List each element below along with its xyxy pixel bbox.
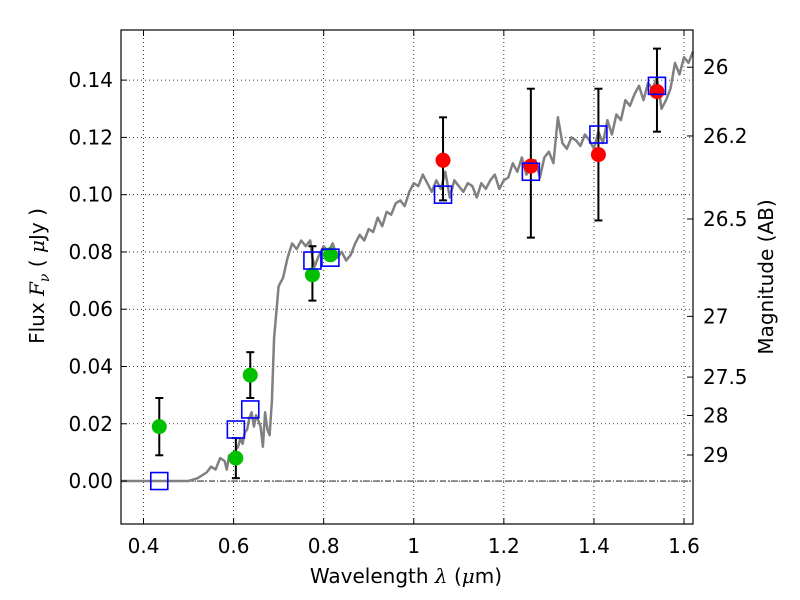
red-data-point	[649, 84, 665, 100]
right-tick-label: 27.5	[703, 365, 748, 389]
plot-background	[121, 30, 693, 524]
red-data-point	[590, 147, 606, 163]
y-tick-label: 0.08	[68, 240, 113, 264]
y-tick-label: 0.00	[68, 469, 113, 493]
model-square-marker	[321, 248, 340, 267]
model-square-marker	[240, 400, 260, 419]
right-tick-label: 26.2	[703, 124, 748, 148]
right-tick-label: 26.5	[703, 207, 748, 231]
y-tick-label: 0.04	[68, 354, 113, 378]
model-square-marker	[149, 471, 169, 491]
y-tick-label: 0.06	[68, 297, 113, 321]
right-tick-label: 29	[703, 443, 728, 467]
y-tick-label: 0.02	[68, 412, 113, 436]
model-square-marker	[521, 162, 541, 182]
x-tick-label: 1.4	[578, 534, 610, 558]
right-axis-label: Magnitude (AB)	[754, 199, 778, 354]
axis-ticks: 0.4 0.6 0.8 1 1.2 1.4 1.6 0.00 0.02 0.04 0.06 0.08 0…	[68, 30, 748, 558]
red-data-point	[435, 152, 451, 168]
y-tick-label: 0.14	[68, 68, 113, 92]
model-square-marker	[303, 251, 322, 270]
plot-frame	[120, 29, 694, 525]
model-squares	[149, 76, 667, 491]
x-tick-label: 0.6	[218, 534, 250, 558]
y-axis-label: Flux Fν ( μJy )	[25, 208, 53, 344]
model-square-marker	[433, 185, 453, 204]
x-tick-label: 1.2	[488, 534, 520, 558]
right-tick-label: 26	[703, 55, 728, 79]
model-square-marker	[589, 125, 608, 144]
photometry-points	[151, 84, 665, 466]
model-spectrum-line	[121, 51, 695, 483]
x-tick-label: 1.6	[668, 534, 700, 558]
x-tick-label: 0.4	[128, 534, 160, 558]
y-tick-label: 0.10	[68, 183, 113, 207]
x-tick-label: 1	[407, 534, 420, 558]
x-axis-label: Wavelength λ (μm)	[310, 564, 502, 588]
green-data-point	[304, 267, 320, 283]
green-data-point	[151, 419, 167, 435]
right-tick-label: 27	[703, 304, 728, 328]
green-data-point	[228, 450, 244, 466]
y-tick-label: 0.12	[68, 125, 113, 149]
model-square-marker	[226, 420, 246, 439]
right-tick-label: 28	[703, 403, 728, 427]
green-data-point	[242, 367, 258, 383]
model-square-marker	[647, 76, 667, 96]
x-tick-label: 0.8	[308, 534, 340, 558]
red-data-point	[523, 158, 539, 174]
green-data-point	[322, 247, 338, 263]
